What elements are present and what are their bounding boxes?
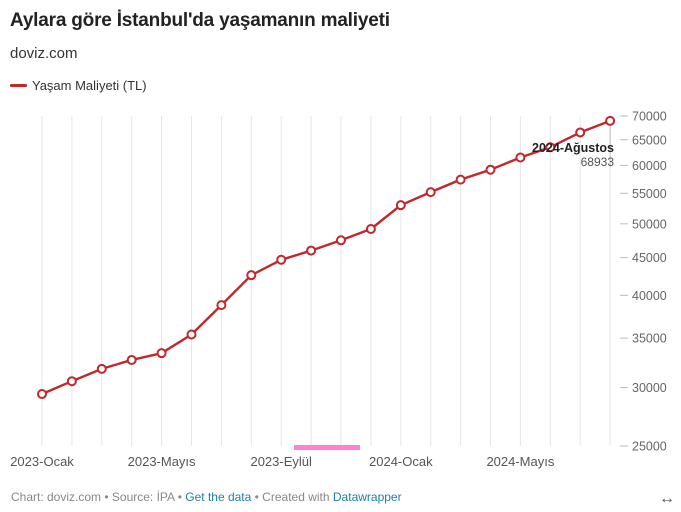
data-point bbox=[216, 300, 227, 311]
footer-chart-label: Chart: doviz.com bbox=[11, 490, 102, 504]
data-point bbox=[66, 376, 77, 387]
annotation-label: 2024-Ağustos bbox=[532, 141, 614, 155]
series-line bbox=[41, 119, 611, 396]
x-tick-label: 2024-Ocak bbox=[369, 454, 433, 469]
data-point bbox=[425, 187, 436, 198]
x-tick-label: 2023-Mayıs bbox=[128, 454, 196, 469]
annotation-value: 68933 bbox=[581, 155, 615, 169]
data-point bbox=[605, 115, 616, 126]
data-point bbox=[276, 254, 287, 265]
x-axis-ticks: 2023-Ocak 2023-Mayıs 2023-Eylül 2024-Ocak 20… bbox=[10, 454, 555, 469]
data-point bbox=[575, 127, 586, 138]
data-point bbox=[365, 224, 376, 235]
data-point bbox=[306, 245, 317, 256]
footer: Chart: doviz.com • Source: İPA • Get the… bbox=[11, 490, 402, 504]
x-tick-label: 2023-Eylül bbox=[250, 454, 312, 469]
data-point bbox=[126, 354, 137, 365]
highlight-bar bbox=[294, 445, 360, 450]
legend-label: Yaşam Maliyeti (TL) bbox=[32, 78, 147, 93]
y-tick-label: 65000 bbox=[632, 133, 667, 147]
legend: Yaşam Maliyeti (TL) bbox=[10, 78, 147, 93]
data-point bbox=[246, 270, 257, 281]
data-point bbox=[455, 174, 466, 185]
footer-created-with: • Created with bbox=[251, 490, 333, 504]
line-chart: 25000 30000 35000 40000 45000 50000 55000 60000… bbox=[10, 110, 667, 470]
horizontal-gridlines bbox=[620, 115, 628, 447]
vertical-gridlines bbox=[41, 116, 611, 446]
y-tick-label: 40000 bbox=[632, 289, 667, 303]
y-tick-label: 55000 bbox=[632, 187, 667, 201]
expand-icon[interactable]: ↔ bbox=[659, 490, 675, 507]
get-data-link[interactable]: Get the data bbox=[185, 490, 252, 504]
y-tick-label: 30000 bbox=[632, 381, 667, 395]
y-tick-label: 35000 bbox=[632, 332, 667, 346]
legend-swatch bbox=[10, 84, 27, 87]
footer-separator: • bbox=[101, 490, 112, 504]
chart-title: Aylara göre İstanbul'da yaşamanın maliye… bbox=[10, 10, 390, 31]
y-tick-label: 25000 bbox=[632, 440, 667, 454]
data-point bbox=[96, 363, 107, 374]
datawrapper-link[interactable]: Datawrapper bbox=[332, 490, 402, 504]
footer-source: Source: İPA bbox=[111, 490, 175, 504]
chart-subtitle: doviz.com bbox=[10, 45, 78, 62]
data-point bbox=[37, 389, 47, 400]
data-points bbox=[37, 115, 616, 400]
y-tick-label: 50000 bbox=[632, 217, 667, 231]
footer-separator: • bbox=[174, 490, 186, 504]
data-point bbox=[485, 164, 496, 175]
y-tick-label: 45000 bbox=[632, 251, 667, 265]
x-tick-label: 2024-Mayıs bbox=[486, 454, 554, 469]
data-point bbox=[545, 142, 556, 153]
data-point bbox=[336, 235, 346, 246]
y-axis-ticks: 25000 30000 35000 40000 45000 50000 55000 60000… bbox=[632, 110, 667, 454]
y-tick-label: 70000 bbox=[632, 110, 667, 124]
x-tick-label: 2023-Ocak bbox=[10, 454, 74, 469]
data-point bbox=[515, 152, 526, 163]
data-point bbox=[186, 329, 197, 340]
data-point bbox=[395, 200, 406, 211]
y-tick-label: 60000 bbox=[632, 159, 667, 173]
data-point bbox=[156, 348, 167, 359]
